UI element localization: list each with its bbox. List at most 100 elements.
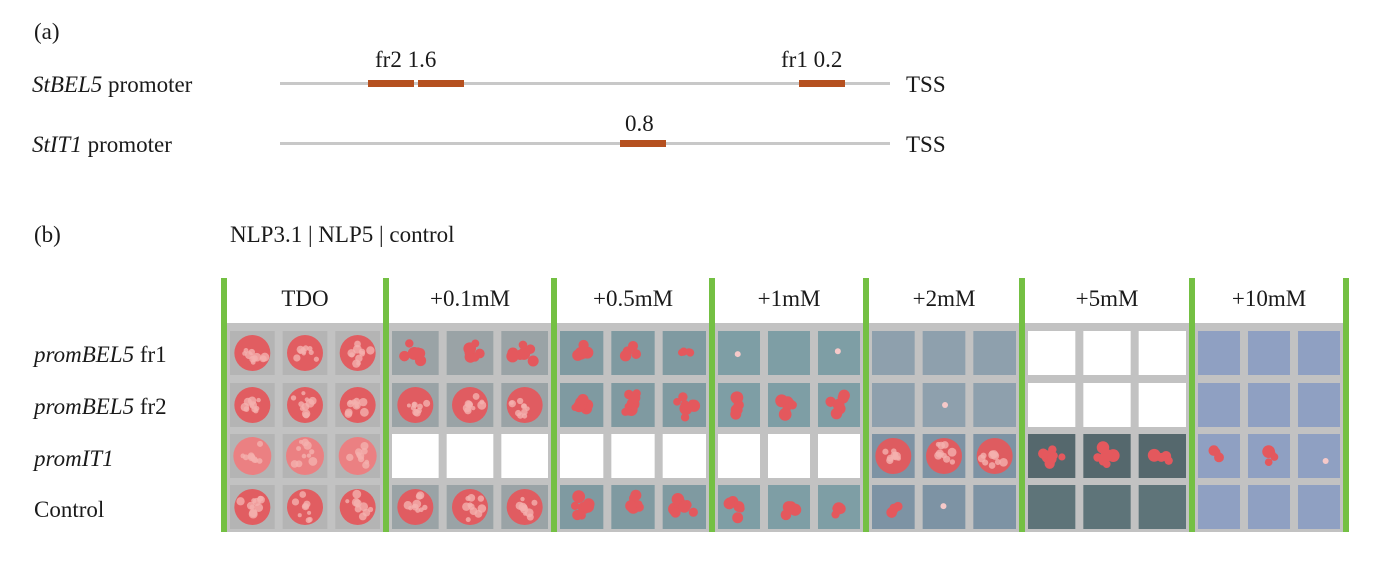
divider-4 — [863, 278, 869, 532]
colony-texture — [257, 495, 265, 504]
row-label-control-rest: Control — [34, 497, 105, 522]
colony-texture — [423, 399, 431, 407]
colony-texture — [308, 396, 317, 405]
colony-texture — [248, 509, 258, 519]
colony-texture — [303, 500, 311, 508]
colony-dot — [619, 350, 632, 362]
colony-texture — [248, 348, 255, 356]
colony-texture — [256, 458, 263, 464]
colony-texture — [472, 393, 480, 400]
stit1-promoter-label: StIT1 promoter — [32, 133, 172, 156]
colony-texture — [293, 354, 301, 362]
colony-texture — [949, 459, 956, 465]
colony-dot — [474, 348, 485, 359]
colony-texture — [413, 409, 421, 417]
stit1-tss-label: TSS — [906, 132, 946, 157]
colony-texture — [352, 489, 362, 499]
stbel5-tss-label: TSS — [906, 72, 946, 97]
colony-dot — [736, 504, 745, 513]
colony-dot — [571, 403, 579, 412]
divider-1 — [383, 278, 389, 532]
colony-texture — [243, 348, 249, 353]
spot-cell-r2-c1-1 — [446, 434, 494, 478]
colony-texture — [355, 354, 363, 363]
colony-texture — [346, 453, 354, 462]
colony-texture — [349, 352, 355, 358]
colony-texture — [256, 397, 261, 403]
spot-cell-r0-c5-0 — [1028, 331, 1076, 375]
colony-dot — [780, 509, 792, 521]
colony-dot — [628, 340, 639, 351]
fr2-annotation: fr2 1.6 — [375, 47, 437, 72]
colony-texture — [531, 499, 538, 506]
condition-label-2: +0.5mM — [593, 286, 673, 311]
colony-dot — [788, 400, 797, 410]
colony-texture — [516, 397, 524, 405]
colony-dot — [631, 349, 642, 359]
colony-texture — [471, 406, 476, 411]
spot-cell-r0-c5-1 — [1083, 331, 1131, 375]
stbel5-promoter-line — [280, 82, 890, 85]
colony-dot — [730, 404, 743, 416]
colony-texture — [465, 517, 471, 523]
colony-texture — [290, 460, 299, 468]
row-label-prombel5-fr1-italic: promBEL5 — [34, 342, 135, 367]
colony-texture — [947, 447, 957, 457]
colony-texture — [415, 492, 423, 500]
spot-cell-r1-c6-2 — [1298, 383, 1340, 427]
colony-dot — [1147, 448, 1161, 462]
colony-texture — [251, 355, 258, 362]
colony-texture — [309, 449, 315, 455]
spot-cell-r3-c6-1 — [1248, 485, 1290, 529]
colony-dot — [570, 501, 580, 510]
colony-texture — [306, 453, 312, 458]
colony-texture — [359, 350, 366, 357]
colony-dot — [634, 500, 643, 508]
colony-texture — [307, 510, 312, 515]
colony-texture — [462, 502, 471, 511]
stbel5-fragment-fr1 — [799, 80, 845, 87]
spot-cell-r0-c4-1 — [922, 331, 966, 375]
row-label-prombel5-fr2: promBEL5 fr2 — [34, 395, 167, 418]
colony-texture — [257, 440, 264, 447]
colony-dot — [1048, 445, 1057, 454]
colony-dot — [573, 492, 584, 503]
colony-texture — [297, 513, 302, 518]
spot-cell-r0-c6-0 — [1198, 331, 1240, 375]
divider-2 — [551, 278, 557, 532]
colony-texture — [359, 407, 369, 417]
condition-label-3: +1mM — [758, 286, 821, 311]
colony-texture — [422, 504, 428, 511]
divider-6 — [1189, 278, 1195, 532]
colony-dot — [581, 500, 595, 513]
colony-texture — [291, 498, 300, 506]
spot-cell-r1-c4-2 — [973, 383, 1016, 427]
stbel5-fragment-fr2-a — [368, 80, 414, 87]
colony-texture — [882, 448, 889, 455]
condition-label-4: +2mM — [913, 286, 976, 311]
colony-texture — [249, 504, 255, 510]
colony-texture — [301, 351, 306, 356]
stit1-gene-name: StIT1 — [32, 132, 82, 157]
colony-texture — [359, 397, 368, 407]
colony-dot — [1096, 441, 1110, 454]
spot-cell-r1-c4-0 — [872, 383, 915, 427]
colony-texture — [352, 401, 361, 410]
colony-dot — [673, 495, 683, 504]
colony-texture — [305, 517, 312, 524]
colony-texture — [236, 497, 245, 506]
spot-cell-r2-c6-2 — [1298, 434, 1340, 478]
colony-texture — [521, 506, 527, 511]
colony-dot — [1038, 448, 1049, 459]
colony-texture — [467, 494, 476, 502]
row-label-prombel5-fr2-rest: fr2 — [134, 394, 167, 419]
colony-dot — [680, 400, 689, 410]
colony-texture — [301, 453, 307, 459]
colony-dot — [834, 348, 841, 355]
spot-cell-r2-c3-1 — [768, 434, 810, 478]
colony-texture — [299, 406, 305, 411]
colony-texture — [301, 438, 309, 447]
row-label-promit1-italic: promIT1 — [34, 446, 114, 471]
colony-texture — [892, 452, 898, 458]
spot-cell-r3-c5-1 — [1083, 485, 1131, 529]
